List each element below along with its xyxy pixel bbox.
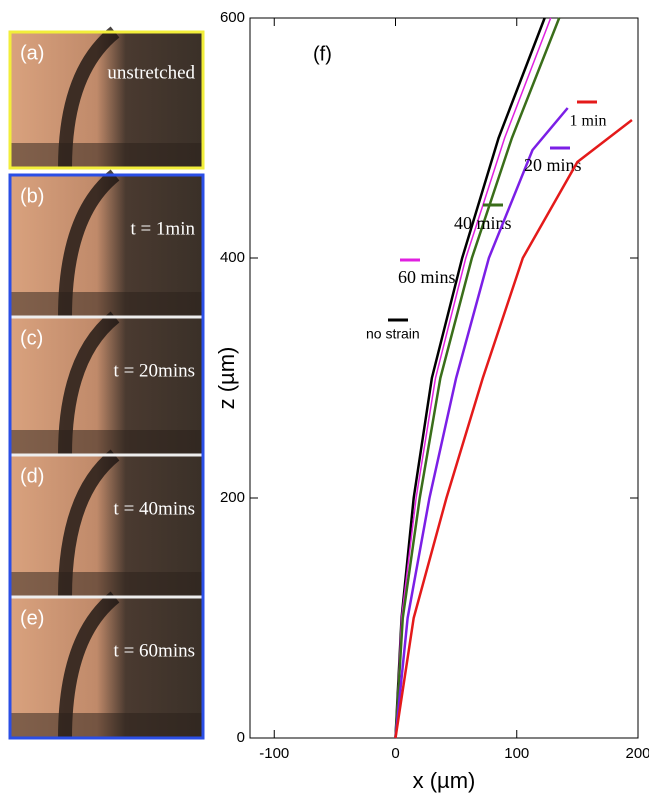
photo-shadow xyxy=(10,713,203,738)
x-axis-label: x (µm) xyxy=(413,768,476,793)
series-line xyxy=(394,17,561,739)
photo-shadow xyxy=(10,430,203,455)
panel-label: (a) xyxy=(20,42,44,64)
series-line xyxy=(394,107,569,739)
y-tick-label: 0 xyxy=(237,729,245,746)
y-tick-label: 400 xyxy=(220,249,245,266)
panel-caption: t = 40mins xyxy=(114,498,195,519)
y-tick-label: 600 xyxy=(220,9,245,26)
photo-shadow xyxy=(10,572,203,597)
photo-shadow xyxy=(10,292,203,317)
x-tick-label: 0 xyxy=(391,745,399,762)
legend-label: 20 mins xyxy=(524,155,582,175)
x-tick-label: 200 xyxy=(625,745,649,762)
panel-caption: t = 20mins xyxy=(114,360,195,381)
series-line xyxy=(394,17,546,739)
photo-panels: (a) unstretched (b) t = 1min (c) t = 20mins (d… xyxy=(8,26,205,740)
panel-label: (d) xyxy=(20,465,44,487)
frame-a xyxy=(8,30,205,170)
panel-caption: t = 1min xyxy=(130,218,195,239)
frame-b-e xyxy=(8,173,205,740)
photo-shadow xyxy=(10,143,203,168)
panel-label: (b) xyxy=(20,185,44,207)
legend-label: 60 mins xyxy=(398,267,456,287)
x-tick-label: 100 xyxy=(504,745,529,762)
panel-caption: t = 60mins xyxy=(114,640,195,661)
panel-label: (f) xyxy=(313,43,332,65)
y-tick-label: 200 xyxy=(220,489,245,506)
panel-caption: unstretched xyxy=(107,62,195,83)
panel-label: (c) xyxy=(20,327,43,349)
panel-label: (e) xyxy=(20,607,44,629)
legend-label: no strain xyxy=(366,326,420,342)
plot-frame xyxy=(249,17,639,739)
legend-label: 1 min xyxy=(570,113,607,130)
series-line xyxy=(394,17,552,739)
x-tick-label: -100 xyxy=(259,745,289,762)
y-axis-label: z (µm) xyxy=(214,347,239,410)
legend-label: 40 mins xyxy=(454,213,512,233)
series-line xyxy=(394,119,633,739)
